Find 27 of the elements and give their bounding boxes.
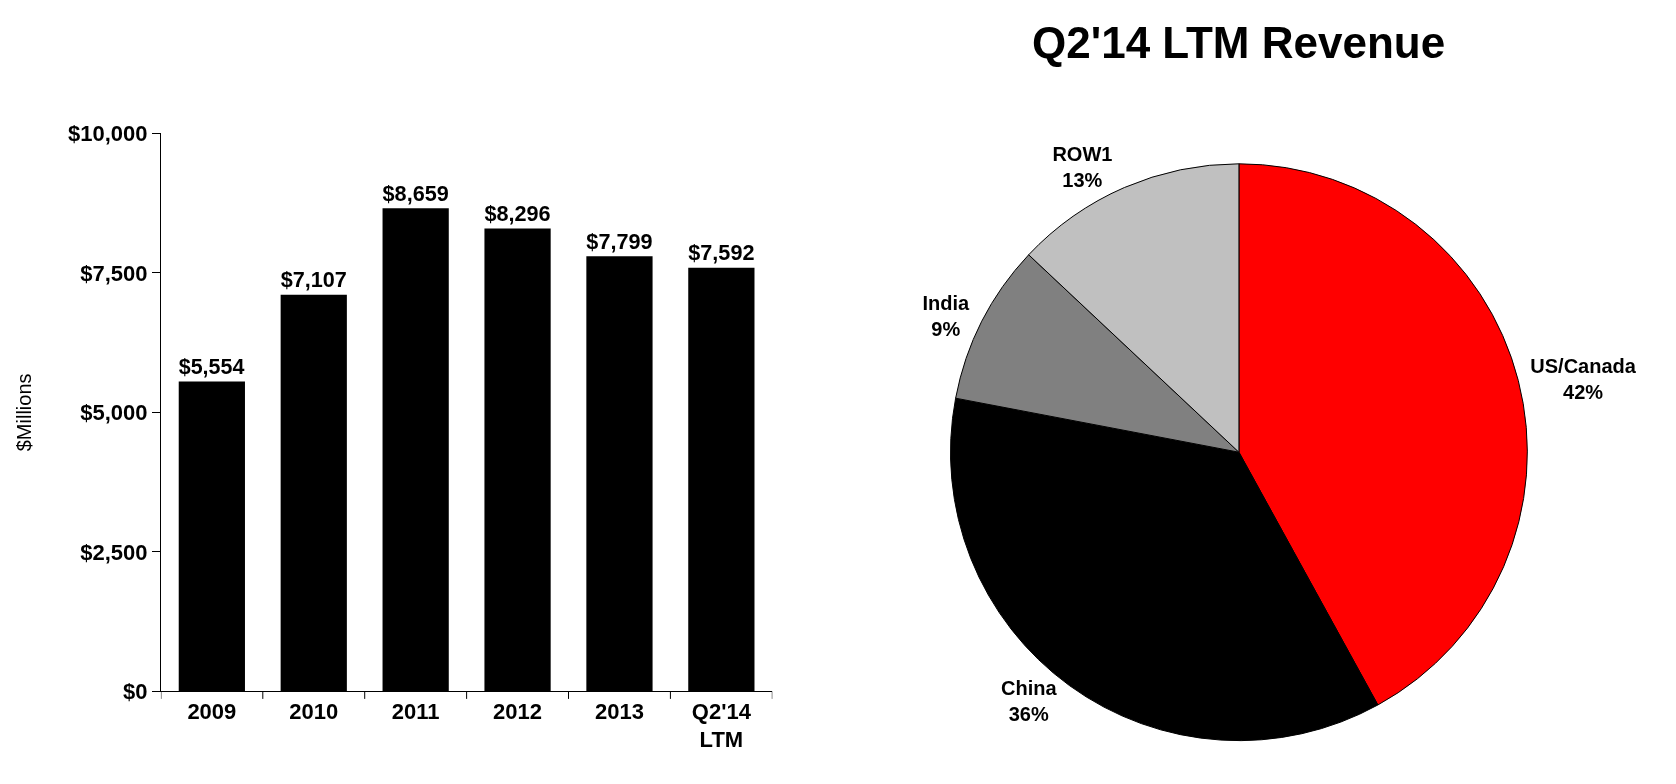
data-label: $7,107 — [280, 267, 347, 293]
slice-label: India — [922, 292, 970, 315]
data-label: 13% — [1062, 169, 1103, 192]
chart-title: Q2'14 LTM Revenue — [1032, 18, 1446, 67]
y-tick-label: $5,000 — [80, 400, 148, 426]
data-label: $7,592 — [688, 240, 755, 266]
y-tick-label: $0 — [123, 679, 148, 705]
x-tick-label: 2010 — [289, 698, 339, 724]
y-tick-label: $10,000 — [67, 121, 148, 147]
y-tick-label: $7,500 — [80, 260, 148, 286]
data-label: $5,554 — [178, 355, 245, 379]
data-label: 42% — [1563, 381, 1604, 404]
x-tick-label: 2013 — [594, 698, 644, 724]
x-tick-label: 2011 — [391, 698, 440, 724]
slice-label: US/Canada — [1530, 355, 1637, 378]
y-tick-label: $2,500 — [80, 539, 148, 565]
slice-label: ROW1 — [1052, 143, 1113, 166]
data-label: 9% — [931, 318, 961, 341]
x-tick-label: Q2'14 LTM — [691, 698, 752, 753]
x-tick-label: 2009 — [187, 698, 237, 724]
x-tick-label: 2012 — [493, 698, 543, 724]
data-label: 36% — [1008, 703, 1049, 726]
y-axis-title: $Millions — [13, 373, 36, 452]
data-label: $7,799 — [586, 228, 653, 254]
slice-label: China — [1000, 677, 1058, 700]
data-label: $8,659 — [382, 180, 449, 206]
data-label: $8,296 — [484, 200, 551, 226]
